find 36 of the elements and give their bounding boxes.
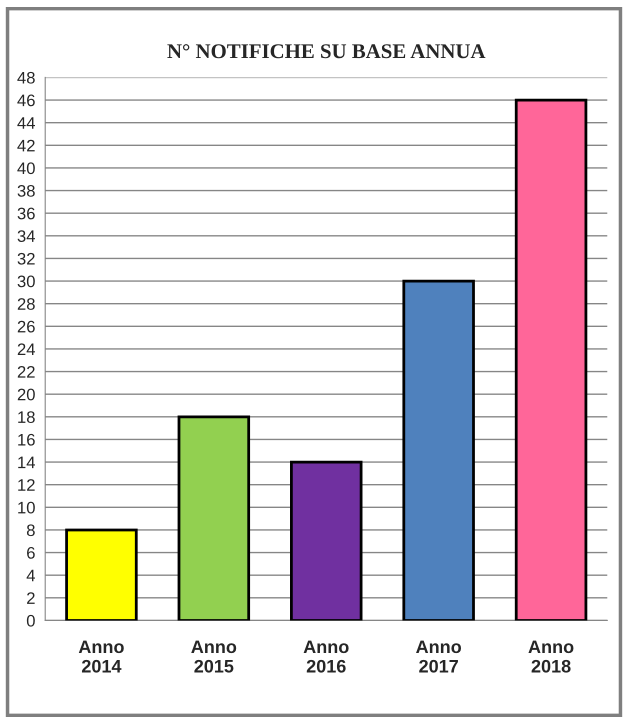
y-tick-label: 14 xyxy=(18,456,36,468)
bar xyxy=(65,528,138,620)
x-tick-label: Anno 2014 xyxy=(78,640,124,673)
y-tick-label: 2 xyxy=(27,592,35,604)
y-tick-label: 26 xyxy=(18,320,35,333)
y-tick-label: 20 xyxy=(18,388,35,400)
y-tick-label: 44 xyxy=(17,117,36,129)
x-tick-label: Anno 2018 xyxy=(528,640,574,673)
y-tick-label: 22 xyxy=(18,366,35,378)
y-tick-label: 24 xyxy=(18,343,36,356)
y-tick-label: 18 xyxy=(18,411,35,424)
y-tick-label: 4 xyxy=(26,570,36,582)
y-tick-label: 48 xyxy=(17,72,35,84)
bar xyxy=(178,415,250,620)
y-tick-label: 34 xyxy=(18,230,36,242)
y-tick-label: 28 xyxy=(18,298,35,310)
y-tick-label: 8 xyxy=(26,524,35,536)
y-tick-label: 32 xyxy=(18,252,35,265)
y-tick-label: 46 xyxy=(17,94,35,106)
y-tick-label: 38 xyxy=(18,184,35,197)
bar xyxy=(290,460,362,620)
y-tick-label: 0 xyxy=(26,614,35,627)
bar xyxy=(402,280,475,620)
y-tick-label: 16 xyxy=(18,434,35,446)
x-tick-label: Anno 2015 xyxy=(191,640,236,673)
y-tick-label: 10 xyxy=(18,502,35,514)
chart-title: N° NOTIFICHE SU BASE ANNUA xyxy=(167,44,486,58)
x-tick-label: Anno 2016 xyxy=(304,640,349,673)
y-tick-label: 40 xyxy=(17,162,35,174)
bar xyxy=(514,98,588,620)
y-tick-label: 42 xyxy=(17,140,35,152)
y-tick-label: 6 xyxy=(27,546,35,559)
y-tick-label: 12 xyxy=(18,479,35,491)
y-tick-label: 36 xyxy=(18,208,35,220)
x-tick-label: Anno 2017 xyxy=(416,640,462,673)
y-tick-label: 30 xyxy=(18,275,35,288)
